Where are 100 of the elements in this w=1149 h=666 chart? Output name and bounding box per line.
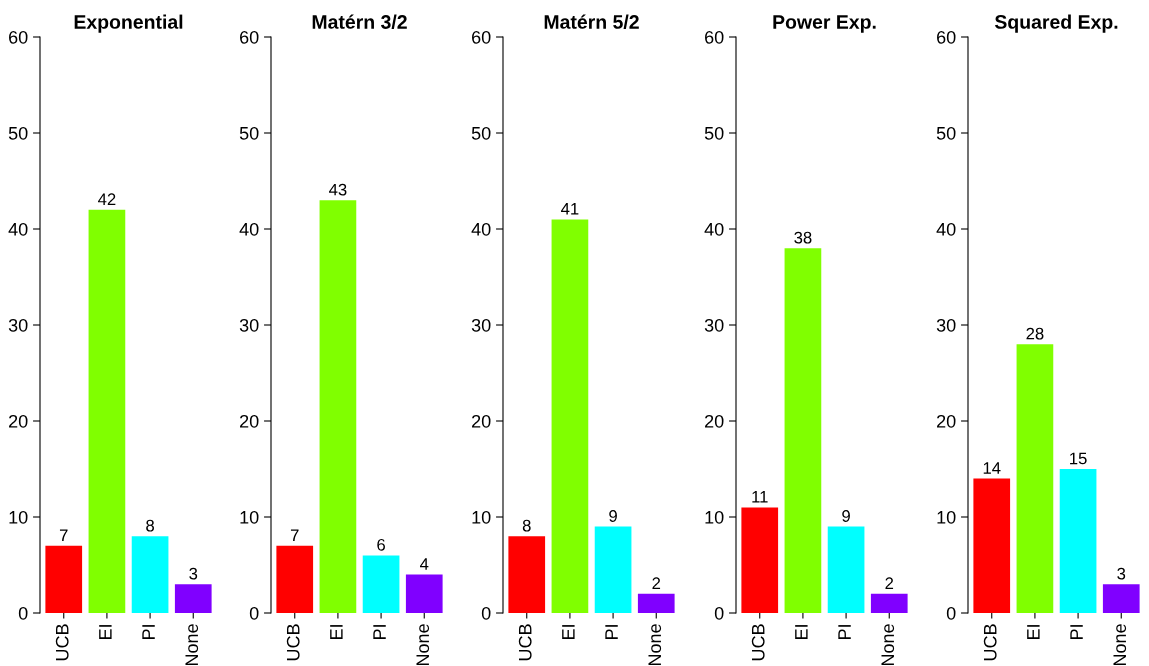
data-label: 11: [752, 491, 768, 503]
y-tick-label: 20: [240, 414, 259, 428]
bar: [827, 526, 865, 613]
bar: [551, 219, 589, 613]
data-label: 4: [420, 558, 429, 570]
data-label: 2: [885, 577, 894, 589]
bar: [637, 593, 675, 613]
y-tick-label: 40: [8, 222, 28, 236]
y-tick-label: 20: [705, 414, 724, 428]
data-label: 41: [561, 203, 579, 215]
chart-title: Matérn 5/2: [544, 14, 639, 30]
data-label: 3: [189, 567, 198, 580]
x-tick-label: UCB: [286, 624, 300, 661]
y-tick-label: 0: [249, 606, 259, 620]
data-label: 15: [1070, 452, 1087, 465]
y-tick-label: 40: [471, 222, 491, 236]
bar: [405, 574, 443, 613]
chart-title: Power Exp.: [773, 15, 876, 33]
data-label: 3: [1117, 567, 1126, 580]
data-label: 9: [609, 510, 617, 522]
x-tick-label: None: [1113, 624, 1127, 666]
y-tick-label: 50: [471, 126, 491, 140]
y-tick-label: 0: [714, 606, 724, 620]
x-tick-label: EI: [1027, 625, 1040, 639]
x-tick-label: None: [881, 624, 895, 666]
y-tick-label: 50: [936, 126, 956, 140]
data-label: 8: [146, 519, 154, 532]
x-tick-label: EI: [795, 625, 808, 639]
y-tick-label: 50: [704, 126, 724, 140]
chart-title: Exponential: [74, 14, 183, 33]
data-label: 8: [522, 519, 531, 532]
y-tick-label: 20: [9, 414, 28, 428]
bar: [1016, 344, 1054, 613]
y-tick-label: 60: [705, 30, 724, 44]
y-tick-label: 30: [936, 318, 956, 332]
data-label: 2: [652, 577, 661, 589]
data-label: 38: [794, 231, 812, 244]
data-label: 28: [1026, 327, 1044, 340]
bar: [973, 478, 1011, 613]
bar: [45, 545, 83, 613]
data-label: 7: [290, 529, 299, 541]
y-tick-label: 30: [471, 318, 491, 332]
bar: [741, 507, 779, 613]
chart-title: Squared Exp.: [994, 14, 1118, 33]
y-tick-label: 10: [937, 510, 956, 524]
bar: [319, 200, 357, 613]
y-tick-label: 30: [8, 318, 28, 332]
y-tick-label: 40: [704, 222, 724, 236]
data-label: 9: [842, 510, 850, 522]
x-tick-label: None: [185, 624, 199, 666]
y-tick-label: 50: [239, 126, 259, 140]
y-tick-label: 20: [937, 414, 956, 428]
x-tick-label: UCB: [751, 624, 765, 661]
bar: [362, 555, 400, 613]
y-tick-label: 0: [18, 606, 28, 620]
y-tick-label: 40: [936, 222, 956, 236]
x-tick-label: PI: [838, 625, 851, 639]
y-tick-label: 30: [239, 318, 259, 332]
y-tick-label: 0: [946, 606, 956, 620]
y-tick-label: 40: [239, 222, 259, 236]
x-tick-label: UCB: [983, 624, 997, 661]
y-tick-label: 60: [240, 30, 259, 44]
x-tick-label: None: [648, 624, 662, 666]
bar: [276, 545, 314, 613]
y-tick-label: 10: [705, 510, 724, 524]
y-tick-label: 0: [481, 606, 491, 620]
data-label: 6: [377, 538, 385, 551]
x-tick-label: None: [416, 624, 430, 666]
x-tick-label: EI: [562, 625, 575, 639]
y-tick-label: 20: [472, 414, 491, 428]
x-tick-label: UCB: [55, 624, 69, 661]
y-tick-label: 10: [240, 510, 259, 524]
y-tick-label: 60: [937, 30, 956, 44]
data-label: 14: [983, 462, 1001, 474]
bar: [1059, 469, 1097, 613]
y-tick-label: 30: [704, 318, 724, 332]
data-label: 43: [329, 183, 347, 196]
x-tick-label: UCB: [518, 624, 532, 661]
x-tick-label: PI: [1070, 625, 1083, 639]
bar: [174, 584, 212, 613]
x-tick-label: PI: [373, 625, 386, 639]
x-tick-label: EI: [330, 625, 343, 639]
y-tick-label: 50: [8, 126, 28, 140]
bar: [88, 209, 126, 613]
bar: [131, 536, 169, 613]
data-label: 42: [98, 193, 116, 205]
bar: [1102, 584, 1140, 613]
bar: [508, 536, 546, 613]
x-tick-label: PI: [605, 625, 618, 639]
y-tick-label: 60: [472, 30, 491, 44]
y-tick-label: 60: [9, 30, 28, 44]
bar: [870, 593, 908, 613]
bar: [784, 248, 822, 613]
data-label: 7: [59, 529, 68, 541]
bar: [594, 526, 632, 613]
y-tick-label: 10: [472, 510, 491, 524]
y-tick-label: 10: [9, 510, 28, 524]
x-tick-label: EI: [99, 625, 112, 639]
x-tick-label: PI: [142, 625, 155, 639]
chart-title: Matérn 3/2: [312, 14, 407, 30]
